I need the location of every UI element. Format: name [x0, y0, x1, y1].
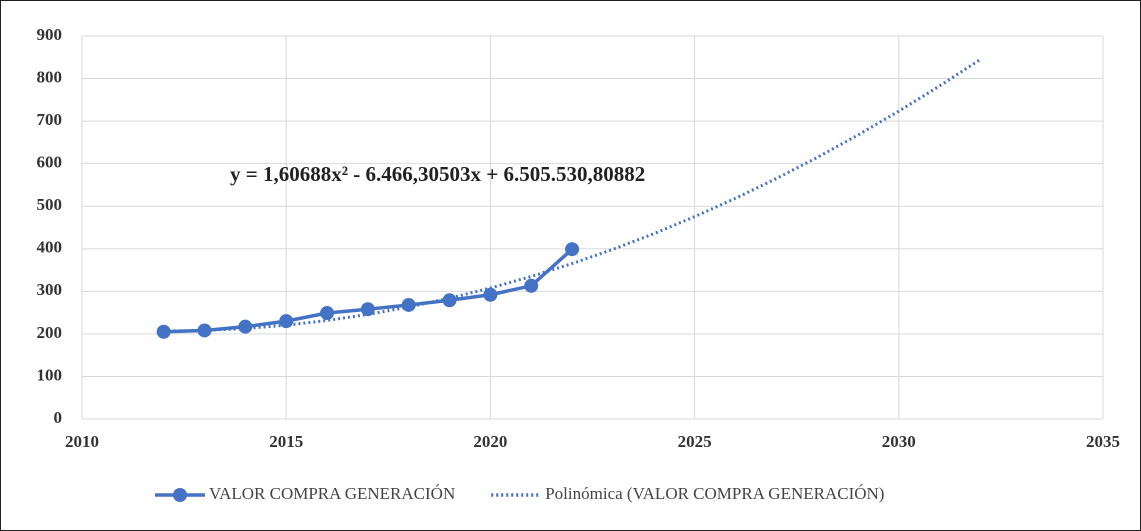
- y-tick-label: 200: [37, 323, 63, 342]
- y-tick-label: 600: [37, 153, 63, 172]
- x-tick-label: 2020: [473, 432, 507, 451]
- legend-label: Polinómica (VALOR COMPRA GENERACIÓN): [545, 484, 884, 503]
- data-point: [442, 293, 457, 308]
- x-tick-label: 2010: [65, 432, 99, 451]
- series-line: [163, 58, 982, 333]
- data-point: [320, 306, 335, 321]
- data-point: [360, 302, 375, 317]
- data-point: [565, 242, 580, 257]
- y-tick-label: 100: [37, 365, 63, 384]
- data-point: [483, 287, 498, 302]
- x-tick-label: 2025: [678, 432, 712, 451]
- x-tick-label: 2035: [1086, 432, 1120, 451]
- data-point: [238, 319, 253, 334]
- data-point: [279, 314, 294, 329]
- y-tick-label: 500: [37, 195, 63, 214]
- x-tick-label: 2030: [882, 432, 916, 451]
- y-tick-label: 400: [37, 238, 63, 257]
- y-tick-label: 0: [54, 408, 63, 427]
- legend-marker: [173, 488, 187, 502]
- y-tick-label: 700: [37, 110, 63, 129]
- x-tick-label: 2015: [269, 432, 303, 451]
- y-tick-label: 800: [37, 67, 63, 86]
- data-point: [156, 324, 171, 339]
- trend-equation: y = 1,60688x² - 6.466,30503x + 6.505.530…: [230, 162, 645, 186]
- data-point: [524, 278, 539, 293]
- y-tick-label: 900: [37, 25, 63, 44]
- legend-label: VALOR COMPRA GENERACIÓN: [209, 484, 455, 503]
- data-point: [401, 297, 416, 312]
- y-tick-label: 300: [37, 280, 63, 299]
